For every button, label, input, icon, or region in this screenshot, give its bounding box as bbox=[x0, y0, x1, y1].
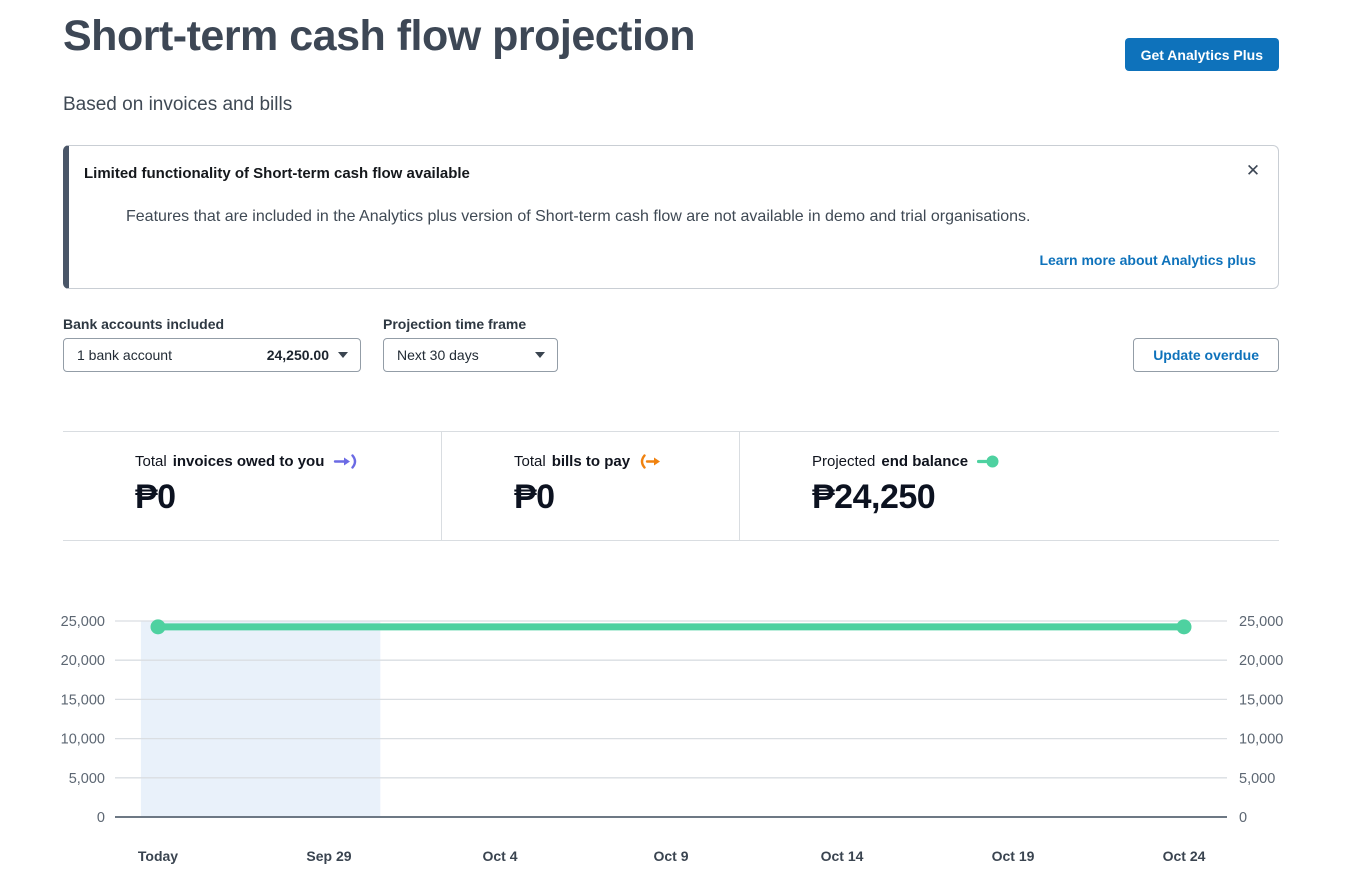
label-prefix: Total bbox=[135, 453, 167, 470]
end-balance-value: ₱24,250 bbox=[812, 478, 936, 516]
bank-accounts-label: Bank accounts included bbox=[63, 316, 225, 332]
chevron-down-icon bbox=[535, 352, 545, 358]
time-frame-dropdown[interactable]: Next 30 days bbox=[383, 338, 558, 372]
bills-to-pay-value: ₱0 bbox=[514, 478, 555, 516]
close-icon[interactable]: ✕ bbox=[1242, 160, 1264, 182]
banner-title: Limited functionality of Short-term cash… bbox=[84, 165, 470, 182]
current-period-highlight bbox=[140, 621, 381, 817]
label-main: end balance bbox=[881, 453, 969, 470]
x-tick-label: Oct 24 bbox=[1163, 848, 1206, 864]
y-tick-label-right: 20,000 bbox=[1239, 653, 1283, 669]
label-prefix: Total bbox=[514, 453, 546, 470]
x-tick-label: Oct 19 bbox=[992, 848, 1035, 864]
end-balance-label: Projected end balance bbox=[812, 453, 1279, 470]
cash-flow-chart: 0 0 5,000 5,000 10,000 10,000 15,000 15,000 20,0… bbox=[0, 595, 1369, 891]
cash-flow-chart-svg: 0 0 5,000 5,000 10,000 10,000 15,000 15,000 20,0… bbox=[61, 614, 1284, 864]
label-prefix: Projected bbox=[812, 453, 876, 470]
chevron-down-icon bbox=[338, 352, 348, 358]
y-tick-label-right: 25,000 bbox=[1239, 614, 1283, 630]
invoices-owed-value: ₱0 bbox=[135, 478, 176, 516]
x-tick-label: Oct 9 bbox=[653, 848, 688, 864]
y-tick-label-left: 10,000 bbox=[61, 732, 105, 748]
y-tick-label-right: 15,000 bbox=[1239, 692, 1283, 708]
summary-cards: Total invoices owed to you ₱0 Total bill… bbox=[63, 431, 1279, 541]
get-analytics-plus-button[interactable]: Get Analytics Plus bbox=[1124, 38, 1279, 71]
line-endpoint-marker bbox=[150, 619, 166, 635]
balance-line-icon bbox=[977, 454, 1000, 469]
bank-accounts-amount: 24,250.00 bbox=[266, 347, 329, 363]
page-subtitle: Based on invoices and bills bbox=[63, 94, 293, 115]
outgoing-cash-icon bbox=[639, 454, 664, 469]
time-frame-label: Projection time frame bbox=[383, 316, 527, 332]
y-tick-label-left: 0 bbox=[97, 810, 105, 826]
bank-accounts-value: 1 bank account bbox=[77, 347, 172, 363]
invoices-owed-label: Total invoices owed to you bbox=[135, 453, 441, 470]
learn-more-link[interactable]: Learn more about Analytics plus bbox=[1039, 252, 1256, 268]
banner-body: Features that are included in the Analyt… bbox=[126, 208, 1031, 225]
time-frame-value: Next 30 days bbox=[397, 347, 479, 363]
y-tick-label-right: 0 bbox=[1239, 810, 1247, 826]
update-overdue-button[interactable]: Update overdue bbox=[1133, 338, 1279, 372]
bank-accounts-dropdown[interactable]: 1 bank account 24,250.00 bbox=[63, 338, 361, 372]
bills-to-pay-card: Total bills to pay ₱0 bbox=[441, 432, 739, 540]
end-balance-card: Projected end balance ₱24,250 bbox=[739, 432, 1279, 540]
y-tick-label-left: 5,000 bbox=[69, 771, 105, 787]
y-tick-label-right: 10,000 bbox=[1239, 732, 1283, 748]
x-tick-label: Oct 14 bbox=[821, 848, 864, 864]
incoming-cash-icon bbox=[333, 454, 358, 469]
label-main: bills to pay bbox=[551, 453, 631, 470]
bills-to-pay-label: Total bills to pay bbox=[514, 453, 739, 470]
y-tick-label-right: 5,000 bbox=[1239, 771, 1275, 787]
y-tick-label-left: 15,000 bbox=[61, 692, 105, 708]
x-tick-label: Oct 4 bbox=[482, 848, 517, 864]
x-tick-label: Today bbox=[138, 848, 178, 864]
y-tick-label-left: 20,000 bbox=[61, 653, 105, 669]
page-title: Short-term cash flow projection bbox=[63, 12, 695, 60]
y-tick-label-left: 25,000 bbox=[61, 614, 105, 630]
label-main: invoices owed to you bbox=[172, 453, 325, 470]
line-endpoint-marker bbox=[1176, 619, 1192, 635]
limited-functionality-banner: Limited functionality of Short-term cash… bbox=[63, 145, 1279, 289]
invoices-owed-card: Total invoices owed to you ₱0 bbox=[63, 432, 441, 540]
x-tick-label: Sep 29 bbox=[306, 848, 351, 864]
